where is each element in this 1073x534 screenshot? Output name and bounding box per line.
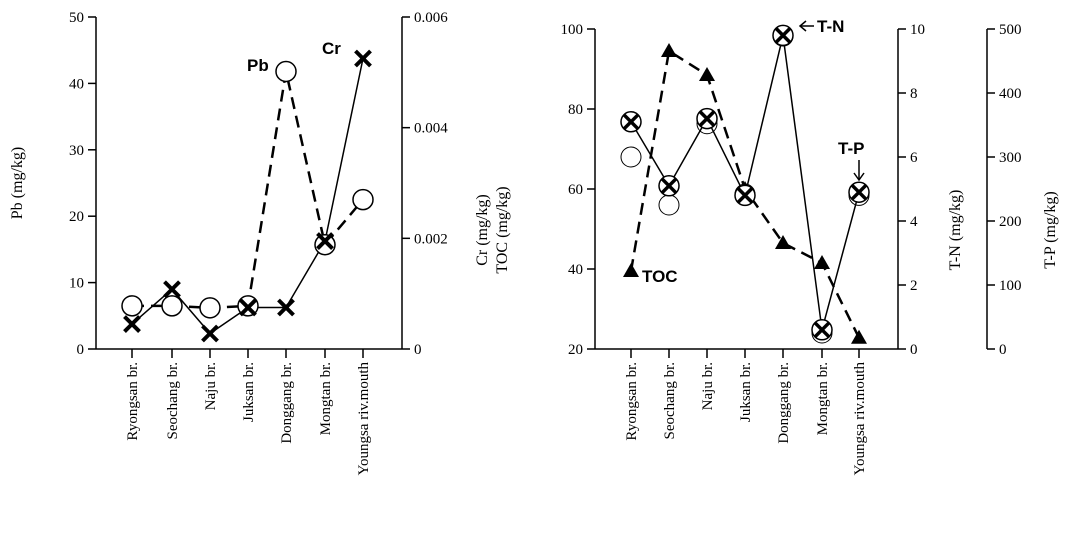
chart1-point-cr [354, 49, 372, 68]
chart1-left-axis-tick-label: 40 [69, 76, 84, 92]
chart2-x-tick-label: Mongtan br. [815, 362, 831, 435]
chart1-point-cr [277, 298, 295, 317]
chart2-tn-axis-tick-label: 2 [910, 278, 918, 294]
chart2-annotation-tn-arrowhead [798, 20, 807, 32]
chart1-point-cr [316, 232, 334, 251]
chart1-point-cr [123, 315, 141, 334]
chart1-x-tick-label: Juksan br. [241, 362, 257, 422]
x-stroke [316, 232, 334, 251]
x-stroke [698, 110, 716, 127]
chart2-point-toc [699, 67, 715, 81]
chart1-annotation-cr: Cr [322, 39, 341, 58]
x-stroke [201, 324, 219, 343]
chart2-point-toc [661, 43, 677, 57]
chart2-x-tick-label: Seochang br. [662, 362, 678, 439]
chart2-point-toc [623, 263, 639, 277]
chart2-toc-axis-tick-label: 20 [568, 342, 583, 358]
chart2-tn-axis-label: T-N (mg/kg) [947, 190, 964, 271]
chart1-right-axis-label: Cr (mg/kg) [474, 194, 491, 266]
x-stroke [622, 113, 640, 131]
chart2-x-tick-label: Youngsa riv.mouth [852, 362, 868, 476]
chart2-toc-axis-label: TOC (mg/kg) [494, 186, 511, 273]
chart1-left-axis-tick-label: 30 [69, 143, 84, 159]
chart2-point-t-n [772, 24, 794, 47]
x-stroke [736, 187, 754, 204]
chart1-point-pb [161, 295, 183, 317]
chart1-left-axis-tick-label: 20 [69, 209, 84, 225]
chart1-point-pb [275, 60, 297, 83]
chart2-tn-axis-tick-label: 6 [910, 150, 918, 166]
x-stroke [354, 49, 372, 68]
x-stroke [123, 315, 141, 334]
chart2-annotation-tp: T-P [838, 139, 864, 158]
x-stroke [239, 298, 257, 317]
chart2-toc-axis-tick-label: 100 [561, 22, 584, 38]
chart2-tp-axis-tick-label: 200 [999, 214, 1022, 230]
chart2-toc-axis-tick-label: 40 [568, 262, 583, 278]
chart2-point-t-n [811, 319, 833, 341]
chart2-point-toc [775, 235, 791, 249]
chart2-point-t-n [696, 107, 718, 130]
chart1-series-line-pb [132, 71, 364, 310]
chart2-annotation-tp-arrowhead [853, 172, 865, 182]
chart1-x-tick-label: Ryongsan br. [125, 362, 141, 441]
chart1-right-axis-tick-label: 0 [414, 342, 422, 358]
chart2-point-t-n [734, 184, 756, 207]
chart1-x-tick-label: Naju br. [203, 362, 219, 410]
chart1-x-tick-label: Donggang br. [279, 362, 295, 444]
x-stroke [774, 27, 792, 44]
chart2-tp-axis-tick-label: 500 [999, 22, 1022, 38]
chart1-point-pb [352, 188, 374, 211]
chart2-tp-axis-label: T-P (mg/kg) [1042, 191, 1059, 268]
chart2-x-tick-label: Juksan br. [738, 362, 754, 422]
chart2-point-t-p [620, 146, 642, 168]
chart2-x-tick-label: Naju br. [700, 362, 716, 410]
chart2-annotation-toc: TOC [642, 267, 678, 286]
chart2-tp-axis-tick-label: 400 [999, 86, 1022, 102]
chart1-x-tick-label: Seochang br. [165, 362, 181, 439]
chart1-point-cr [163, 280, 181, 299]
x-stroke [163, 280, 181, 299]
chart2-point-toc [814, 255, 830, 269]
chart1-left-axis-tick-label: 50 [69, 10, 84, 26]
chart1-point-pb [121, 295, 143, 317]
x-stroke [277, 298, 295, 317]
chart2-toc-axis-tick-label: 80 [568, 102, 583, 118]
x-stroke [813, 321, 831, 339]
chart1-right-axis-tick-label: 0.006 [414, 10, 448, 26]
chart1-annotation-pb: Pb [247, 56, 269, 75]
chart1-x-tick-label: Youngsa riv.mouth [356, 362, 372, 476]
chart2-point-t-p [658, 194, 680, 216]
chart1-point-pb [199, 297, 221, 319]
chart2-tn-axis-tick-label: 4 [910, 214, 918, 230]
chart2-tn-axis-tick-label: 8 [910, 86, 918, 102]
x-stroke [850, 183, 868, 201]
chart1-left-axis-label: Pb (mg/kg) [9, 147, 26, 219]
chart1-x-tick-label: Mongtan br. [318, 362, 334, 435]
chart2-annotation-tn: T-N [817, 17, 844, 36]
chart2-point-t-n [658, 175, 680, 197]
chart1-right-axis-tick-label: 0.004 [414, 121, 448, 137]
chart2-tp-axis-tick-label: 100 [999, 278, 1022, 294]
chart1-left-axis-tick-label: 0 [77, 342, 85, 358]
chart2-point-t-n [620, 111, 642, 133]
chart2-toc-axis-tick-label: 60 [568, 182, 583, 198]
x-stroke [660, 177, 678, 195]
chart2-point-toc [851, 329, 867, 344]
chart2-tp-axis-tick-label: 300 [999, 150, 1022, 166]
chart1-left-axis-tick-label: 10 [69, 276, 84, 292]
chart2-tn-axis-tick-label: 10 [910, 22, 925, 38]
chart1-right-axis-tick-label: 0.002 [414, 231, 448, 247]
chart2-tp-axis-tick-label: 0 [999, 342, 1007, 358]
chart2-x-tick-label: Donggang br. [776, 362, 792, 444]
chart1-point-cr [201, 324, 219, 343]
chart1-point-cr [239, 298, 257, 317]
chart2-point-t-n [848, 181, 870, 203]
chart2-x-tick-label: Ryongsan br. [624, 362, 640, 441]
chart2-tn-axis-tick-label: 0 [910, 342, 918, 358]
chart1-point-pb [314, 234, 336, 256]
